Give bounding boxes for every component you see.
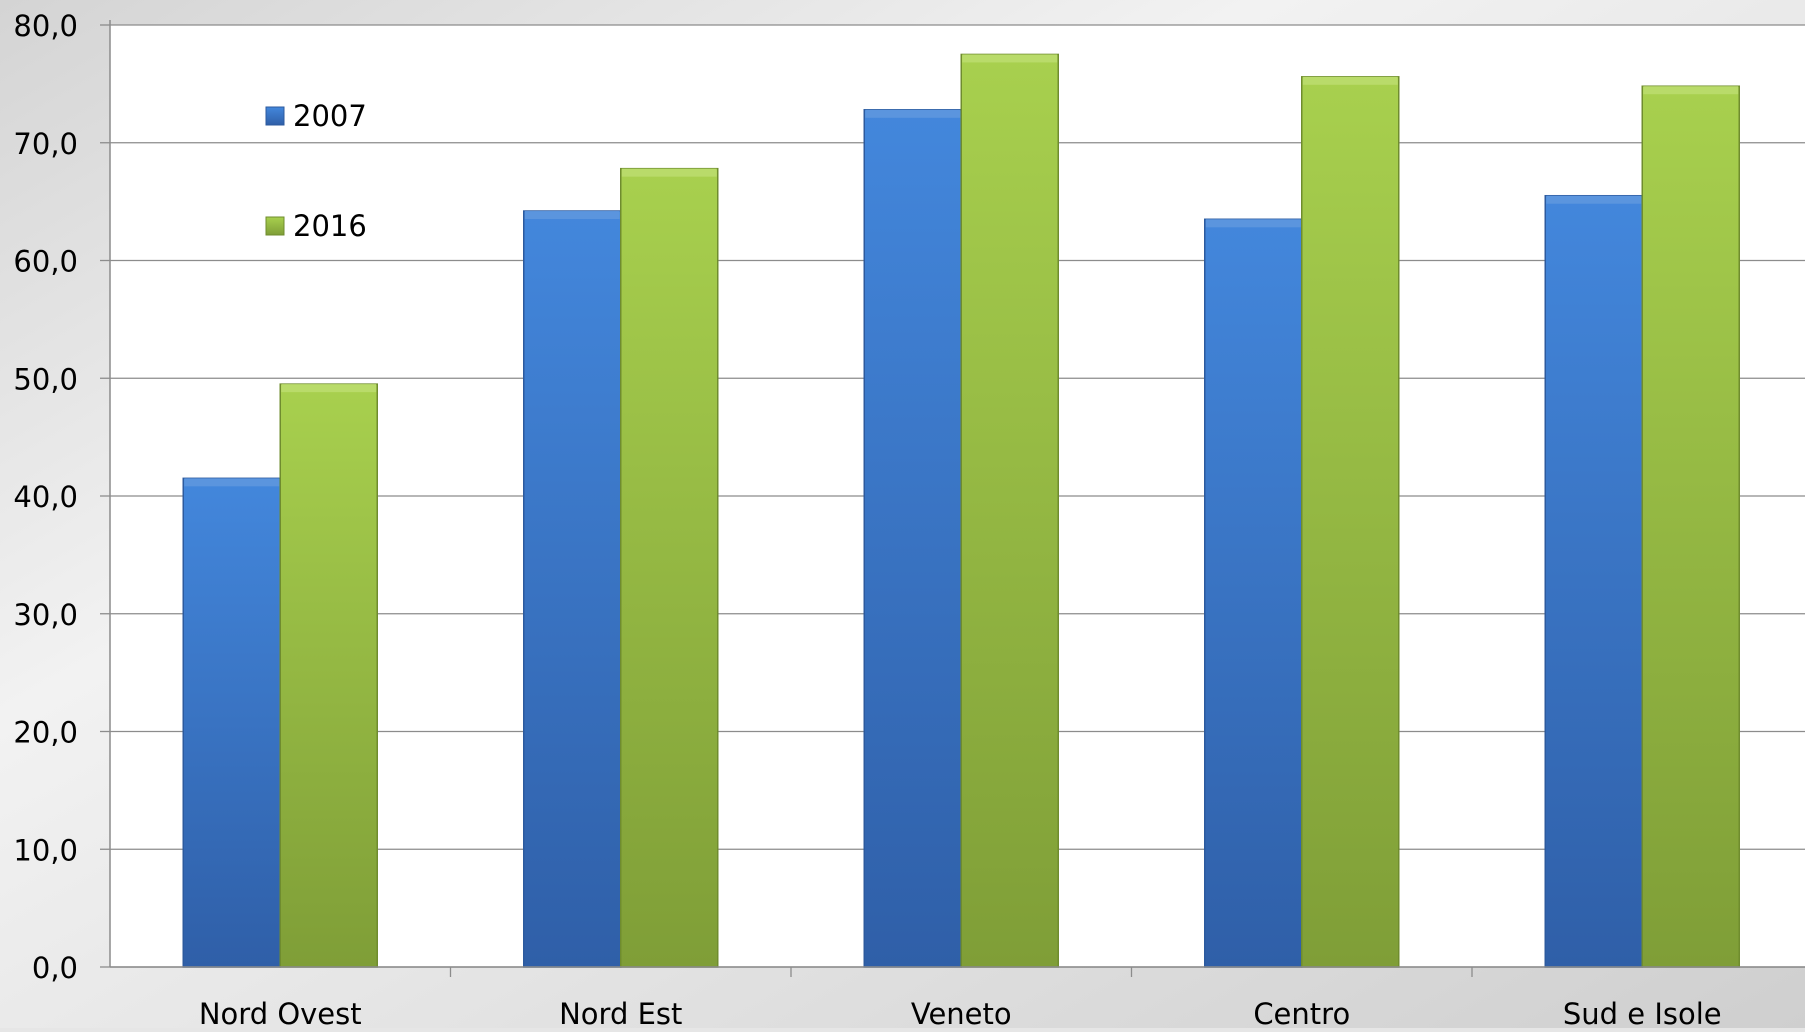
bar-top-highlight bbox=[281, 384, 377, 393]
x-tick-label: Veneto bbox=[911, 997, 1012, 1028]
bar-top-highlight bbox=[1546, 195, 1642, 204]
y-tick-label: 40,0 bbox=[13, 480, 78, 514]
x-tick-label: Nord Est bbox=[559, 997, 682, 1028]
bar-top-highlight bbox=[1205, 219, 1301, 228]
y-tick-label: 60,0 bbox=[13, 245, 78, 279]
legend: 2007 2016 bbox=[265, 99, 367, 243]
legend-label: 2016 bbox=[293, 209, 367, 243]
bar-2007 bbox=[863, 109, 962, 968]
legend-label: 2007 bbox=[293, 99, 367, 133]
y-tick-label: 10,0 bbox=[13, 833, 78, 867]
bar-top-highlight bbox=[962, 54, 1058, 63]
bar-top-highlight bbox=[865, 109, 961, 118]
bar-2007 bbox=[523, 210, 622, 968]
bar-2016 bbox=[1301, 76, 1400, 968]
y-tick-label: 0,0 bbox=[32, 951, 78, 985]
bar-2016 bbox=[960, 53, 1059, 968]
axes: 0,0 10,0 20,0 30,0 40,0 50,0 60,0 70,0 80,0 Nord … bbox=[13, 9, 1805, 1031]
bar-top-highlight bbox=[184, 478, 280, 487]
bar-top-highlight bbox=[621, 168, 717, 177]
y-tick-label: 30,0 bbox=[13, 598, 78, 632]
legend-swatch bbox=[265, 106, 285, 126]
bar-2007 bbox=[1204, 218, 1303, 968]
y-tick-label: 70,0 bbox=[13, 127, 78, 161]
y-tick-label: 80,0 bbox=[13, 9, 78, 43]
bar-2016 bbox=[620, 167, 719, 968]
bar-2016 bbox=[279, 383, 378, 968]
bar-top-highlight bbox=[1302, 76, 1398, 85]
x-tick-label: Sud e Isole bbox=[1563, 997, 1722, 1028]
bar-2007 bbox=[182, 477, 281, 968]
x-tick-label: Centro bbox=[1253, 997, 1350, 1028]
bars bbox=[182, 53, 1740, 968]
bar-top-highlight bbox=[524, 211, 620, 220]
bar-2016 bbox=[1641, 85, 1740, 968]
bar-2007 bbox=[1544, 194, 1643, 968]
x-tick-label: Nord Ovest bbox=[199, 997, 362, 1028]
bar-top-highlight bbox=[1643, 86, 1739, 95]
y-tick-label: 20,0 bbox=[13, 716, 78, 750]
y-tick-label: 50,0 bbox=[13, 362, 78, 396]
legend-swatch bbox=[265, 216, 285, 236]
